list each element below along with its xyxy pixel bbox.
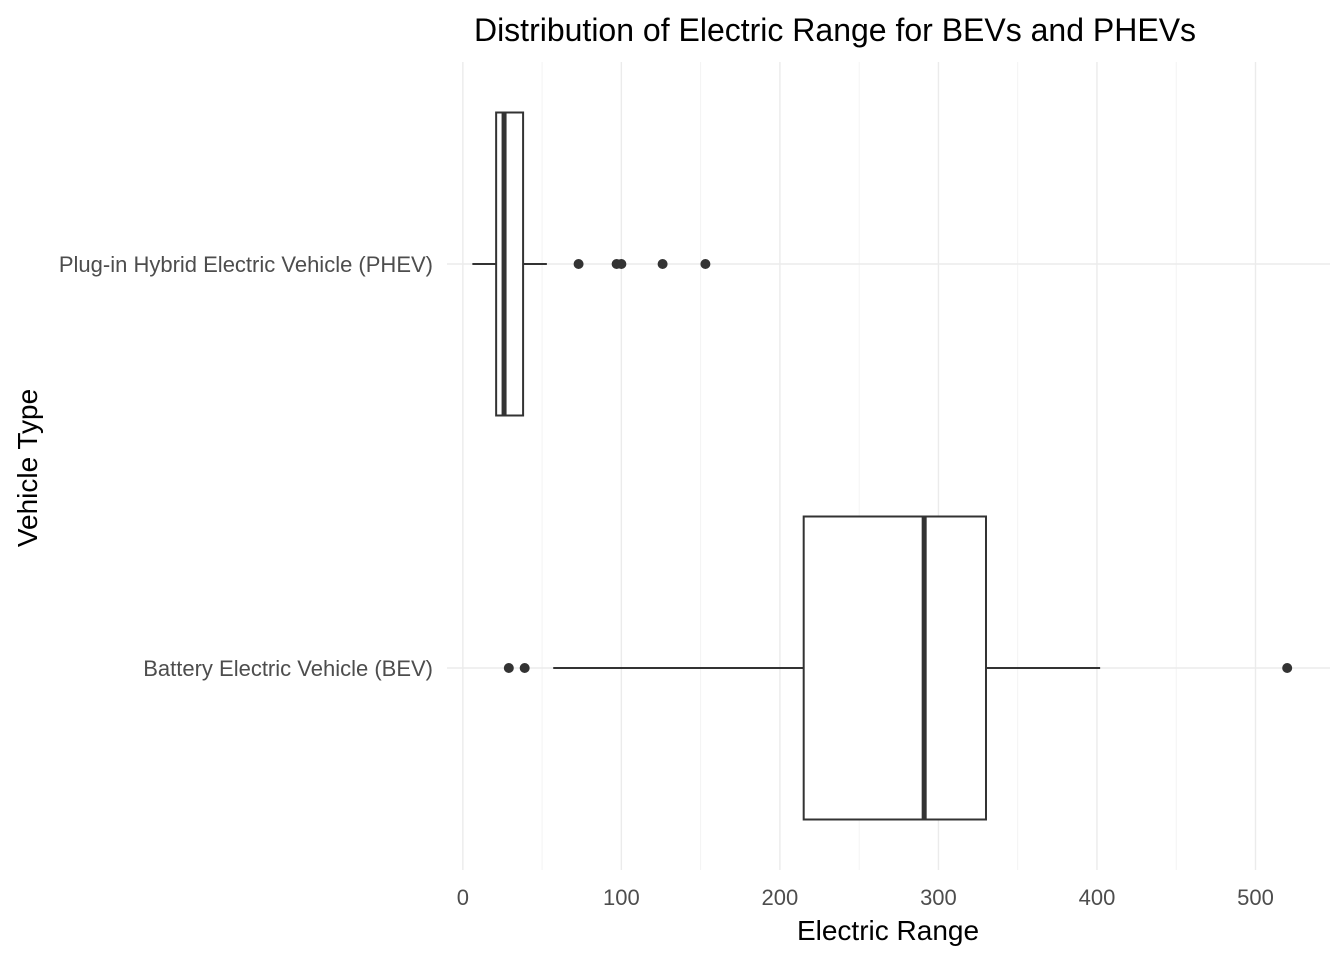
box-group — [503, 515, 1293, 821]
x-tick-label: 300 — [920, 885, 957, 910]
x-tick-label: 100 — [603, 885, 640, 910]
tick-layer: 0 100 200 300 400 500 Battery Electric Vehicle… — [59, 252, 1274, 910]
outlier-point — [1282, 663, 1293, 673]
y-tick-label: Plug-in Hybrid Electric Vehicle (PHEV) — [59, 252, 433, 277]
x-tick-label: 400 — [1079, 885, 1116, 910]
box-group — [472, 111, 711, 417]
y-axis-title: Vehicle Type — [12, 389, 43, 547]
box-iqr — [802, 515, 987, 821]
x-tick-label: 0 — [457, 885, 469, 910]
box-layer — [472, 111, 1293, 821]
y-tick-label: Battery Electric Vehicle (BEV) — [143, 656, 433, 681]
outlier-point — [616, 259, 627, 269]
chart-title: Distribution of Electric Range for BEVs … — [474, 12, 1196, 48]
outlier-point — [519, 663, 530, 673]
x-axis-title: Electric Range — [797, 915, 979, 946]
x-tick-label: 200 — [762, 885, 799, 910]
outlier-point — [573, 259, 584, 269]
x-tick-label: 500 — [1237, 885, 1274, 910]
outlier-point — [700, 259, 711, 269]
outlier-point — [503, 663, 514, 673]
box-iqr — [495, 111, 525, 417]
outlier-point — [657, 259, 668, 269]
